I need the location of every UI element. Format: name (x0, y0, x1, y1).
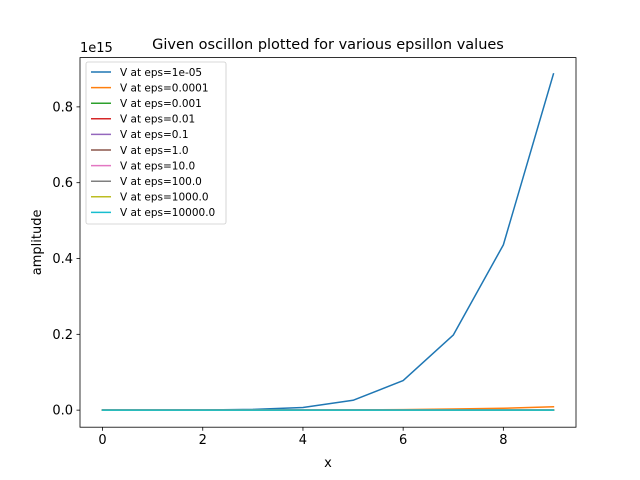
y-axis-label: amplitude (30, 210, 45, 276)
legend-label: V at eps=0.0001 (120, 82, 209, 94)
y-axis-offset-label: 1e15 (80, 41, 113, 56)
legend-label: V at eps=0.001 (120, 98, 202, 110)
legend-label: V at eps=1e-05 (120, 67, 202, 79)
legend-label: V at eps=1.0 (120, 145, 189, 157)
legend-label: V at eps=1000.0 (120, 192, 209, 204)
y-tick-label: 0.8 (52, 100, 73, 115)
legend-label: V at eps=10000.0 (120, 207, 215, 219)
x-axis-label: x (324, 456, 332, 471)
y-axis-ticks: 0.0 0.2 0.4 0.6 0.8 (52, 100, 80, 419)
legend: V at eps=1e-05 V at eps=0.0001 V at eps=0.… (85, 61, 227, 225)
x-axis-ticks: 0 2 4 6 8 (98, 427, 507, 448)
legend-label: V at eps=100.0 (120, 176, 202, 188)
legend-label: V at eps=0.01 (120, 114, 195, 126)
x-tick-label: 6 (399, 433, 407, 448)
legend-label: V at eps=0.1 (120, 129, 189, 141)
legend-box (85, 61, 227, 225)
plot-area (101, 72, 555, 411)
y-tick-label: 0.0 (52, 404, 73, 419)
x-tick-label: 0 (98, 433, 106, 448)
x-tick-label: 8 (499, 433, 507, 448)
axes-frame (79, 57, 577, 428)
x-tick-label: 4 (299, 433, 307, 448)
y-tick-label: 0.6 (52, 176, 73, 191)
y-tick-label: 0.2 (52, 328, 73, 343)
chart-title: Given oscillon plotted for various epsil… (152, 37, 504, 53)
x-tick-label: 2 (199, 433, 207, 448)
legend-label: V at eps=10.0 (120, 160, 195, 172)
y-tick-label: 0.4 (52, 252, 73, 267)
